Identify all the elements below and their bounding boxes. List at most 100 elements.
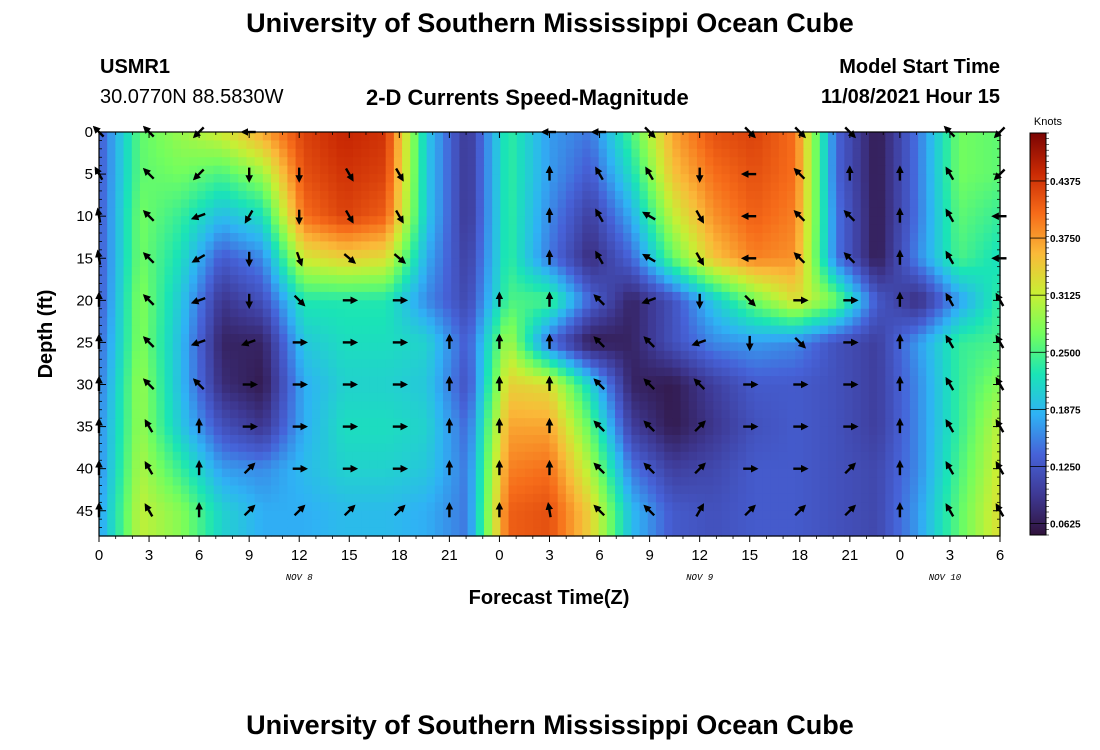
heatmap-cell [205,148,215,158]
heatmap-cell [983,190,993,200]
heatmap-cell [565,468,575,478]
heatmap-cell [819,468,829,478]
heatmap-cell [541,224,551,234]
heatmap-cell [655,174,665,184]
heatmap-cell [819,477,829,487]
heatmap-cell [549,140,559,150]
heatmap-cell [443,199,452,209]
heatmap-cell [197,140,207,150]
heatmap-cell [672,140,682,150]
heatmap-cell [172,426,182,436]
heatmap-cell [942,342,952,352]
heatmap-cell [230,148,239,158]
heatmap-cell [623,216,633,226]
heatmap-cell [246,443,256,453]
heatmap-cell [336,283,346,293]
heatmap-cell [737,190,747,200]
heatmap-cell [803,443,813,453]
heatmap-cell [377,174,387,184]
heatmap-cell [713,477,723,487]
heatmap-cell [582,224,592,234]
heatmap-cell [508,283,518,293]
heatmap-cell [688,401,698,411]
heatmap-cell [942,392,952,402]
heatmap-cell [131,359,141,369]
heatmap-cell [893,216,903,226]
heatmap-cell [926,451,936,461]
heatmap-cell [574,182,583,192]
heatmap-cell [746,199,755,209]
heatmap-cell [271,342,280,352]
heatmap-cell [377,334,387,344]
heatmap-cell [983,477,993,487]
heatmap-cell [680,233,690,243]
heatmap-cell [664,199,673,209]
heatmap-cell [868,249,878,259]
heatmap-cell [262,275,272,285]
heatmap-cell [180,249,190,259]
heatmap-cell [926,485,936,495]
heatmap-cell [615,266,624,276]
heatmap-cell [99,401,108,411]
heatmap-cell [197,199,207,209]
heatmap-cell [639,401,649,411]
heatmap-cell [959,132,968,142]
heatmap-cell [688,435,698,445]
heatmap-cell [901,401,911,411]
heatmap-cell [762,174,772,184]
heatmap-cell [909,384,919,394]
heatmap-cell [844,468,854,478]
heatmap-cell [615,468,624,478]
heatmap-cell [475,291,485,301]
heatmap-cell [811,216,821,226]
heatmap-cell [238,418,248,428]
heatmap-cell [115,493,125,503]
heatmap-cell [836,174,845,184]
heatmap-cell [311,258,321,268]
heatmap-cell [320,384,329,394]
heatmap-cell [746,283,755,293]
heatmap-cell [901,493,911,503]
heatmap-cell [975,199,985,209]
heatmap-cell [279,199,288,209]
heatmap-cell [246,249,256,259]
heatmap-cell [844,148,854,158]
heatmap-cell [205,443,215,453]
heatmap-cell [533,174,542,184]
heatmap-cell [385,376,395,386]
heatmap-cell [254,460,264,470]
heatmap-cell [934,317,944,327]
heatmap-cell [705,392,714,402]
heatmap-cell [852,190,862,200]
heatmap-cell [860,426,870,436]
heatmap-cell [975,283,985,293]
heatmap-cell [623,367,633,377]
heatmap-cell [377,190,387,200]
heatmap-cell [909,392,919,402]
heatmap-cell [754,401,764,411]
heatmap-cell [402,493,411,503]
heatmap-cell [385,510,395,520]
heatmap-cell [901,266,911,276]
heatmap-cell [606,275,616,285]
heatmap-cell [418,443,428,453]
heatmap-cell [770,435,780,445]
heatmap-cell [369,502,379,512]
heatmap-cell [533,443,542,453]
heatmap-cell [418,283,428,293]
heatmap-cell [877,233,886,243]
heatmap-cell [983,401,993,411]
heatmap-cell [172,350,182,360]
heatmap-cell [713,460,723,470]
heatmap-cell [271,233,280,243]
heatmap-cell [164,300,174,310]
heatmap-cell [148,275,157,285]
heatmap-cell [868,199,878,209]
heatmap-cell [664,148,673,158]
heatmap-cell [320,300,329,310]
heatmap-cell [197,190,207,200]
heatmap-cell [623,334,633,344]
heatmap-cell [549,401,559,411]
heatmap-cell [172,199,182,209]
heatmap-cell [467,140,477,150]
